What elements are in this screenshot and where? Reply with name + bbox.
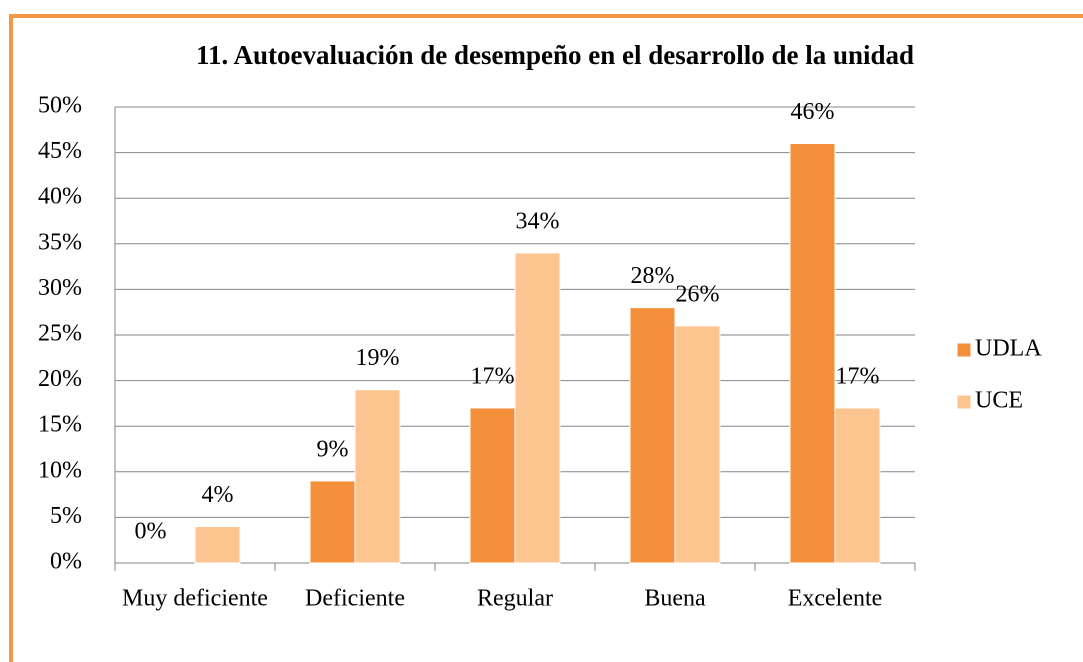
y-tick-label: 5% — [50, 503, 82, 529]
bar — [834, 407, 881, 564]
data-label: 26% — [676, 281, 720, 307]
legend-label: UCE — [975, 388, 1023, 414]
y-tick-label: 0% — [50, 549, 82, 575]
y-tick-label: 50% — [38, 93, 82, 119]
chart-frame — [9, 14, 1083, 662]
y-tick-label: 35% — [38, 229, 82, 255]
bar — [629, 307, 676, 564]
data-label: 17% — [471, 363, 515, 389]
bar — [194, 526, 241, 564]
x-tick-label: Buena — [644, 586, 706, 612]
x-tick-label: Regular — [477, 586, 553, 612]
x-tick-label: Deficiente — [305, 586, 405, 612]
x-tick-label: Excelente — [788, 586, 883, 612]
y-tick-label: 10% — [38, 457, 82, 483]
y-tick-label: 30% — [38, 275, 82, 301]
legend-swatch — [956, 394, 972, 410]
legend-swatch — [956, 342, 972, 358]
data-label: 19% — [356, 345, 400, 371]
bar — [674, 325, 721, 564]
y-tick-label: 45% — [38, 138, 82, 164]
data-label: 28% — [631, 263, 675, 289]
x-tick-label: Muy deficiente — [122, 586, 268, 612]
data-label: 17% — [836, 363, 880, 389]
legend-label: UDLA — [975, 336, 1042, 362]
data-label: 34% — [516, 208, 560, 234]
y-tick-label: 40% — [38, 184, 82, 210]
data-label: 9% — [317, 436, 349, 462]
data-label: 0% — [135, 519, 167, 545]
data-label: 46% — [791, 99, 835, 125]
y-tick-label: 15% — [38, 412, 82, 438]
chart-title: 11. Autoevaluación de desempeño en el de… — [196, 40, 914, 70]
bar — [309, 480, 356, 564]
bar — [789, 142, 836, 564]
data-label: 4% — [202, 482, 234, 508]
bar — [354, 389, 401, 564]
y-tick-label: 20% — [38, 366, 82, 392]
y-tick-label: 25% — [38, 321, 82, 347]
bar — [514, 252, 561, 564]
bar — [469, 407, 516, 564]
